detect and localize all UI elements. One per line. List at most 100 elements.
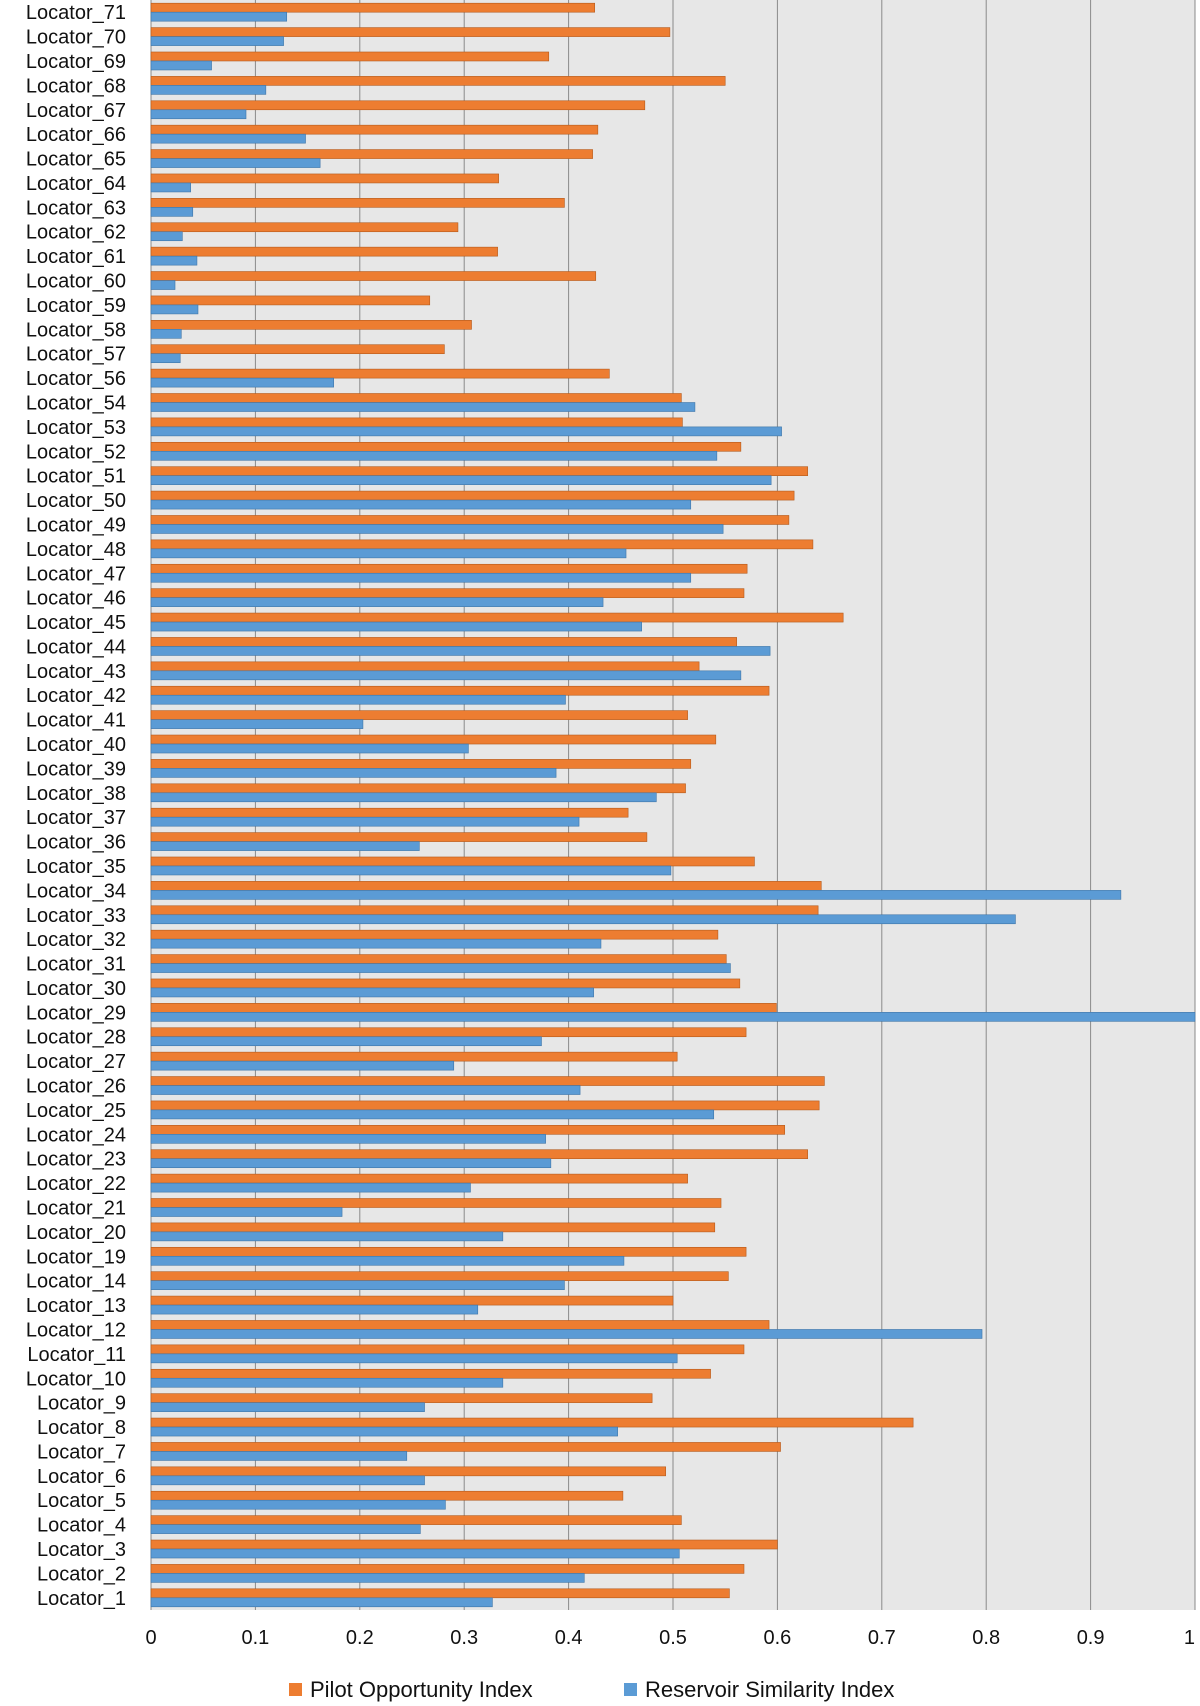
pilot-opportunity-bar-locator-58: [150, 320, 472, 330]
reservoir-similarity-bar-locator-14: [150, 1280, 565, 1290]
reservoir-similarity-bar-locator-36: [150, 841, 420, 851]
category-label: Locator_3: [37, 1539, 126, 1561]
category-label: Locator_29: [26, 1002, 126, 1024]
reservoir-similarity-bar-locator-54: [150, 402, 696, 412]
legend-label: Reservoir Similarity Index: [645, 1677, 894, 1702]
category-label: Locator_58: [26, 319, 126, 341]
pilot-opportunity-bar-locator-43: [150, 661, 700, 672]
x-tick-label: 0.2: [346, 1627, 374, 1649]
pilot-opportunity-bar-locator-19: [150, 1246, 747, 1257]
pilot-opportunity-bar-locator-45: [150, 612, 844, 623]
x-tick-labels: 0 0.1 0.2 0.3 0.4 0.5 0.6 0.7 0.8 0.9 1: [145, 1627, 1195, 1649]
reservoir-similarity-bar-locator-33: [150, 914, 1016, 925]
reservoir-similarity-bar-locator-53: [150, 426, 782, 437]
pilot-opportunity-bar-locator-31: [150, 954, 727, 964]
pilot-opportunity-bar-locator-61: [150, 246, 498, 257]
pilot-opportunity-bar-locator-10: [150, 1368, 711, 1379]
reservoir-similarity-bar-locator-23: [150, 1158, 552, 1169]
x-tick-label: 0.6: [763, 1627, 791, 1649]
reservoir-similarity-bar-locator-34: [150, 890, 1122, 900]
pilot-opportunity-bar-locator-21: [150, 1198, 722, 1208]
category-label: Locator_26: [26, 1076, 126, 1098]
pilot-opportunity-bar-locator-12: [150, 1320, 770, 1330]
reservoir-similarity-bar-locator-39: [150, 768, 557, 778]
category-label: Locator_66: [26, 124, 126, 146]
reservoir-similarity-bar-locator-9: [150, 1402, 425, 1412]
reservoir-similarity-bar-locator-40: [150, 743, 469, 754]
pilot-opportunity-bar-locator-24: [150, 1125, 786, 1135]
pilot-opportunity-bar-locator-33: [150, 905, 819, 916]
reservoir-similarity-bar-locator-71: [150, 11, 288, 22]
reservoir-similarity-bar-locator-8: [150, 1426, 618, 1437]
category-label: Locator_12: [26, 1319, 126, 1341]
reservoir-similarity-bar-locator-4: [150, 1524, 421, 1534]
category-labels: Locator_71 Locator_70Locator_69Locator_68…: [26, 2, 126, 1610]
pilot-opportunity-bar-locator-60: [150, 271, 597, 281]
reservoir-similarity-bar-locator-49: [150, 524, 724, 534]
reservoir-similarity-bar-locator-13: [150, 1304, 479, 1315]
category-label: Locator_39: [26, 758, 126, 780]
category-label: Locator_50: [26, 490, 126, 512]
category-label: Locator_5: [37, 1490, 126, 1512]
reservoir-similarity-bar-locator-28: [150, 1036, 542, 1047]
category-label: Locator_32: [26, 929, 126, 951]
category-label: Locator_47: [26, 563, 126, 585]
pilot-opportunity-bar-locator-5: [150, 1490, 624, 1501]
reservoir-similarity-bar-locator-27: [150, 1060, 455, 1071]
category-label: Locator_56: [26, 368, 126, 390]
pilot-opportunity-bar-locator-28: [150, 1027, 747, 1038]
category-label: Locator_44: [26, 636, 126, 658]
category-label: Locator_46: [26, 588, 126, 610]
category-label: Locator_53: [26, 417, 126, 439]
pilot-opportunity-bar-locator-49: [150, 515, 790, 525]
pilot-opportunity-bar-locator-32: [150, 929, 719, 940]
reservoir-similarity-bar-locator-46: [150, 597, 604, 607]
pilot-opportunity-bar-locator-13: [150, 1295, 674, 1306]
category-label: Locator_1: [37, 1588, 126, 1610]
category-label: Locator_60: [26, 271, 126, 293]
category-label: Locator_28: [26, 1027, 126, 1049]
reservoir-similarity-bar-locator-22: [150, 1182, 471, 1193]
category-label: Locator_22: [26, 1173, 126, 1195]
reservoir-similarity-bar-locator-6: [150, 1475, 425, 1486]
x-tick-label: 0: [145, 1627, 156, 1649]
category-label: Locator_23: [26, 1149, 126, 1171]
reservoir-similarity-bar-locator-47: [150, 572, 692, 583]
pilot-opportunity-bar-locator-65: [150, 149, 593, 159]
reservoir-similarity-bar-locator-43: [150, 670, 742, 681]
reservoir-similarity-bar-locator-52: [150, 450, 718, 461]
category-label: Locator_67: [26, 100, 126, 122]
reservoir-similarity-bar-locator-59: [150, 304, 199, 315]
category-label: Locator_34: [26, 880, 126, 902]
category-label: Locator_4: [37, 1515, 126, 1537]
category-label: Locator_68: [26, 75, 126, 97]
reservoir-similarity-bar-locator-51: [150, 475, 772, 485]
pilot-opportunity-bar-locator-70: [150, 27, 671, 37]
pilot-opportunity-bar-locator-42: [150, 685, 770, 696]
pilot-opportunity-bar-locator-36: [150, 832, 648, 842]
category-label: Locator_8: [37, 1417, 126, 1439]
reservoir-similarity-bar-locator-11: [150, 1353, 678, 1364]
reservoir-similarity-bar-locator-62: [150, 231, 183, 242]
x-tick-label: 0.1: [241, 1627, 269, 1649]
reservoir-similarity-bar-locator-7: [150, 1451, 408, 1461]
pilot-opportunity-bar-locator-44: [150, 637, 737, 647]
category-label: Locator_6: [37, 1466, 126, 1488]
category-label: Locator_13: [26, 1295, 126, 1317]
category-label: Locator_36: [26, 832, 126, 854]
reservoir-similarity-bar-locator-31: [150, 963, 731, 973]
pilot-opportunity-bar-locator-54: [150, 393, 682, 403]
x-tick-label: 0.9: [1077, 1627, 1105, 1649]
pilot-opportunity-bar-locator-57: [150, 344, 445, 355]
category-label: Locator_7: [37, 1441, 126, 1463]
reservoir-similarity-bar-locator-63: [150, 207, 194, 217]
category-label: Locator_9: [37, 1393, 126, 1415]
category-label: Locator_52: [26, 441, 126, 463]
pilot-opportunity-bar-locator-41: [150, 710, 688, 720]
category-label: Locator_43: [26, 661, 126, 683]
pilot-opportunity-bar-locator-48: [150, 539, 814, 550]
reservoir-similarity-bar-locator-38: [150, 792, 657, 803]
reservoir-similarity-bar-locator-21: [150, 1207, 343, 1217]
pilot-opportunity-bar-locator-40: [150, 734, 717, 745]
category-label: Locator_64: [26, 173, 126, 195]
